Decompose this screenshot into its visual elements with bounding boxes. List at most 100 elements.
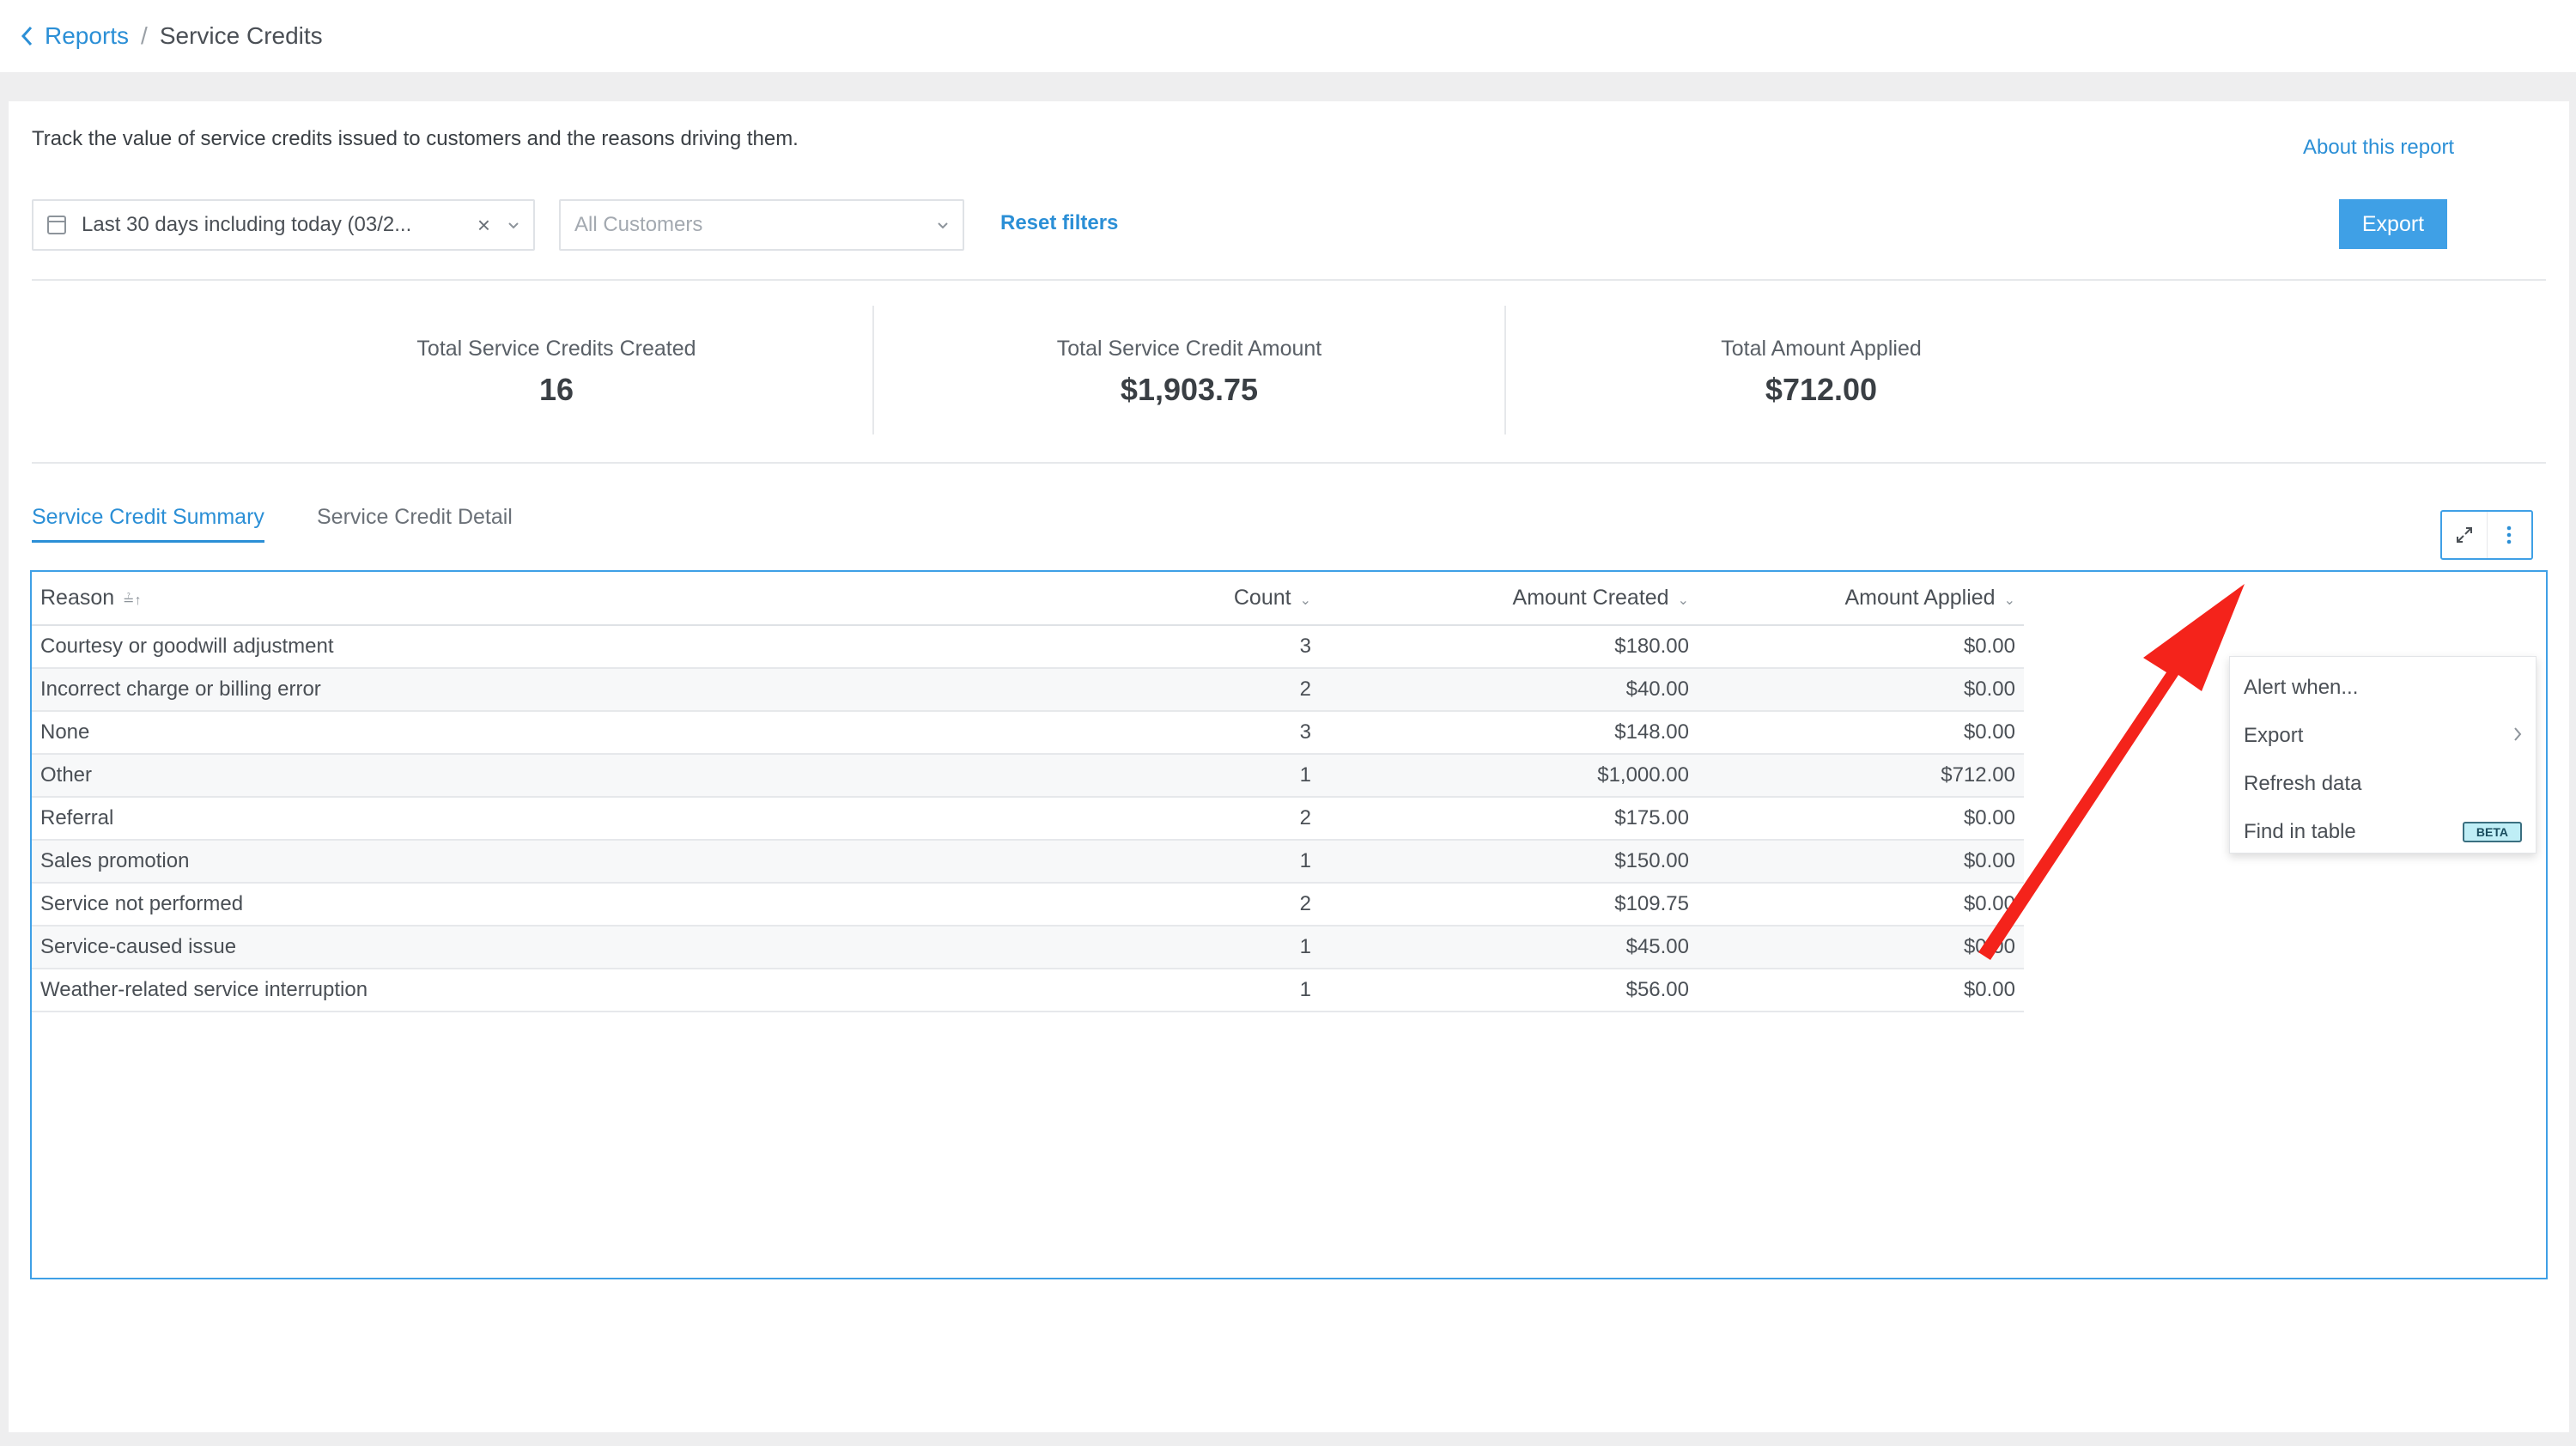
menu-item-export[interactable]: Export <box>2230 712 2536 760</box>
date-range-filter[interactable]: Last 30 days including today (03/2... × <box>32 199 535 251</box>
expand-icon[interactable] <box>2442 512 2487 558</box>
menu-item-label: Find in table <box>2244 820 2356 843</box>
table-row[interactable]: None 3 $148.00 $0.00 <box>32 711 2024 755</box>
cell-reason: Incorrect charge or billing error <box>32 668 976 712</box>
menu-item-label: Export <box>2244 724 2304 747</box>
cell-amount-applied: $0.00 <box>1698 969 2024 1012</box>
menu-item-refresh-data[interactable]: Refresh data <box>2230 760 2536 808</box>
table-row[interactable]: Other 1 $1,000.00 $712.00 <box>32 754 2024 798</box>
cell-amount-applied: $0.00 <box>1698 797 2024 841</box>
tab-service-credit-detail[interactable]: Service Credit Detail <box>317 505 513 529</box>
cell-amount-created: $109.75 <box>1320 883 1698 927</box>
report-description: Track the value of service credits issue… <box>32 127 799 150</box>
cell-amount-applied: $712.00 <box>1698 754 2024 798</box>
cell-reason: Courtesy or goodwill adjustment <box>32 625 976 669</box>
cell-amount-created: $148.00 <box>1320 711 1698 755</box>
export-button[interactable]: Export <box>2339 199 2447 249</box>
metric-total-credits-created: Total Service Credits Created 16 <box>240 306 872 434</box>
metric-value: 16 <box>538 372 574 407</box>
cell-count: 2 <box>976 668 1320 712</box>
cell-reason: Sales promotion <box>32 840 976 884</box>
table-row[interactable]: Incorrect charge or billing error 2 $40.… <box>32 668 2024 712</box>
breadcrumb-reports-link[interactable]: Reports <box>45 22 130 49</box>
cell-count: 1 <box>976 926 1320 969</box>
customer-filter[interactable]: All Customers <box>559 199 964 251</box>
chevron-left-icon[interactable] <box>21 25 34 47</box>
cell-amount-applied: $0.00 <box>1698 883 2024 927</box>
column-header-amount-applied[interactable]: Amount Applied ⌄ <box>1698 572 2024 626</box>
calendar-icon <box>47 216 66 234</box>
cell-amount-created: $56.00 <box>1320 969 1698 1012</box>
menu-item-label: Alert when... <box>2244 676 2359 699</box>
table-row[interactable]: Weather-related service interruption 1 $… <box>32 969 2024 1012</box>
chevron-down-icon[interactable] <box>937 216 949 234</box>
reset-filters-link[interactable]: Reset filters <box>1000 211 1119 234</box>
cell-reason: Weather-related service interruption <box>32 969 976 1012</box>
cell-count: 3 <box>976 625 1320 669</box>
cell-reason: Referral <box>32 797 976 841</box>
cell-amount-applied: $0.00 <box>1698 926 2024 969</box>
column-header-label: Amount Applied <box>1844 586 1996 610</box>
cell-count: 1 <box>976 754 1320 798</box>
beta-badge: BETA <box>2462 822 2522 842</box>
divider <box>32 462 2546 464</box>
tab-service-credit-summary[interactable]: Service Credit Summary <box>32 505 264 543</box>
chevron-down-icon[interactable]: ⌄ <box>1677 593 1689 608</box>
cell-reason: Other <box>32 754 976 798</box>
cell-amount-applied: $0.00 <box>1698 668 2024 712</box>
column-header-count[interactable]: Count ⌄ <box>976 572 1320 626</box>
menu-item-find-in-table[interactable]: Find in table BETA <box>2230 808 2536 856</box>
column-header-label: Amount Created <box>1512 586 1669 610</box>
cell-count: 1 <box>976 969 1320 1012</box>
chevron-right-icon <box>2513 725 2522 747</box>
page-title: Service Credits <box>159 22 323 49</box>
table-row[interactable]: Referral 2 $175.00 $0.00 <box>32 797 2024 841</box>
metric-total-credit-amount: Total Service Credit Amount $1,903.75 <box>872 306 1504 434</box>
cell-count: 2 <box>976 797 1320 841</box>
menu-item-alert-when[interactable]: Alert when... <box>2230 664 2536 712</box>
metric-label: Total Amount Applied <box>1721 337 1922 361</box>
cell-count: 3 <box>976 711 1320 755</box>
table-row[interactable]: Courtesy or goodwill adjustment 3 $180.0… <box>32 625 2024 669</box>
table-row[interactable]: Sales promotion 1 $150.00 $0.00 <box>32 840 2024 884</box>
table-options-menu: Alert when... Export Refresh data Find i… <box>2229 656 2537 854</box>
chevron-down-icon[interactable] <box>507 216 519 234</box>
column-header-reason[interactable]: Reason ≟↑ <box>32 572 976 626</box>
about-report-link[interactable]: About this report <box>2303 136 2455 159</box>
cell-amount-created: $150.00 <box>1320 840 1698 884</box>
top-bar: Reports / Service Credits <box>0 0 2576 72</box>
date-range-value: Last 30 days including today (03/2... <box>82 213 412 236</box>
table-row[interactable]: Service-caused issue 1 $45.00 $0.00 <box>32 926 2024 969</box>
summary-table-container: Reason ≟↑ Count ⌄ Amount Created ⌄ Amount A… <box>30 570 2548 1279</box>
cell-amount-created: $1,000.00 <box>1320 754 1698 798</box>
cell-reason: None <box>32 711 976 755</box>
menu-item-label: Refresh data <box>2244 772 2362 795</box>
cell-amount-applied: $0.00 <box>1698 840 2024 884</box>
cell-amount-created: $180.00 <box>1320 625 1698 669</box>
metric-label: Total Service Credits Created <box>416 337 696 361</box>
cell-count: 2 <box>976 883 1320 927</box>
column-header-amount-created[interactable]: Amount Created ⌄ <box>1320 572 1698 626</box>
column-header-label: Count <box>1233 586 1291 610</box>
report-card: Track the value of service credits issue… <box>9 101 2569 1432</box>
cell-count: 1 <box>976 840 1320 884</box>
cell-amount-created: $45.00 <box>1320 926 1698 969</box>
cell-amount-applied: $0.00 <box>1698 711 2024 755</box>
table-row[interactable]: Service not performed 2 $109.75 $0.00 <box>32 883 2024 927</box>
cell-amount-created: $175.00 <box>1320 797 1698 841</box>
chevron-down-icon[interactable]: ⌄ <box>1299 593 1311 608</box>
cell-amount-created: $40.00 <box>1320 668 1698 712</box>
metric-label: Total Service Credit Amount <box>1056 337 1322 361</box>
column-header-label: Reason <box>40 586 115 610</box>
table-header-row: Reason ≟↑ Count ⌄ Amount Created ⌄ Amount A… <box>32 572 2024 626</box>
summary-table: Reason ≟↑ Count ⌄ Amount Created ⌄ Amount A… <box>32 572 2024 1012</box>
metric-total-amount-applied: Total Amount Applied $712.00 <box>1504 306 2136 434</box>
more-vertical-icon[interactable] <box>2486 512 2532 558</box>
customer-filter-placeholder: All Customers <box>574 213 703 236</box>
sort-ascending-icon[interactable]: ≟↑ <box>123 593 142 608</box>
chevron-down-icon[interactable]: ⌄ <box>2003 593 2015 608</box>
cell-reason: Service-caused issue <box>32 926 976 969</box>
clear-date-icon[interactable]: × <box>477 211 490 238</box>
divider <box>32 279 2546 281</box>
metric-value: $1,903.75 <box>1120 372 1259 407</box>
